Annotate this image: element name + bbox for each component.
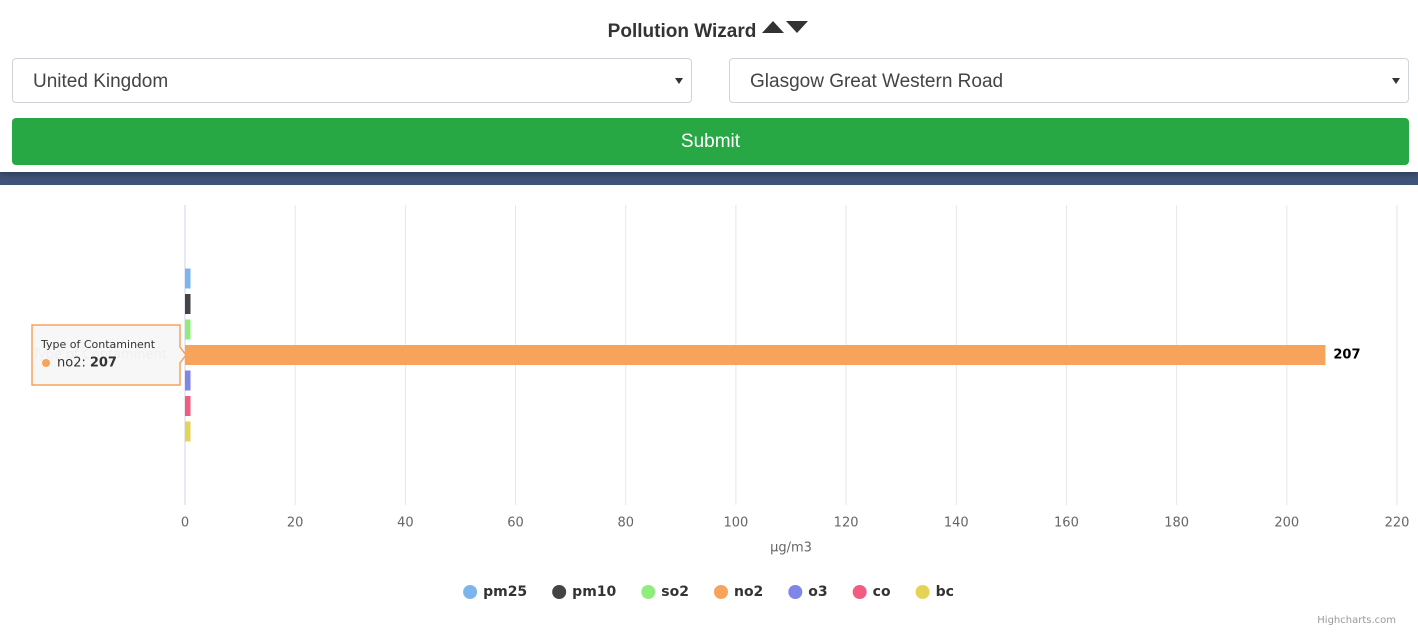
bar <box>185 345 1326 365</box>
legend: pm25 pm10 so2 no2 o3 co bc <box>463 584 954 600</box>
legend-marker <box>788 585 803 599</box>
tooltip-point: no2: <box>57 356 86 371</box>
bar <box>185 319 191 340</box>
tooltip: Type of Contaminent no2: 207 <box>31 324 187 386</box>
x-tick-label: 0 <box>181 516 189 531</box>
legend-label[interactable]: so2 <box>661 584 689 600</box>
legend-marker <box>463 585 478 599</box>
x-tick-label: 200 <box>1274 516 1299 531</box>
legend-marker <box>552 585 567 599</box>
legend-marker <box>713 585 728 599</box>
legend-label[interactable]: co <box>873 584 891 600</box>
legend-marker <box>852 585 867 599</box>
legend-label[interactable]: pm25 <box>483 584 527 600</box>
country-select[interactable]: United Kingdom <box>12 58 692 103</box>
legend-label[interactable]: o3 <box>808 584 827 600</box>
wizard-header: Pollution Wizard <box>0 19 1418 43</box>
submit-button[interactable]: Submit <box>12 118 1409 165</box>
x-tick-label: 140 <box>944 516 969 531</box>
x-tick-label: 220 <box>1385 516 1410 531</box>
navbar-band <box>0 172 1418 185</box>
tooltip-header: Type of Contaminent <box>40 338 156 351</box>
station-select[interactable]: Glasgow Great Western Road <box>729 58 1409 103</box>
x-tick-label: 100 <box>723 516 748 531</box>
x-tick-label: 60 <box>507 516 524 531</box>
x-tick-label: 40 <box>397 516 414 531</box>
bar <box>185 396 191 416</box>
legend-label[interactable]: pm10 <box>572 584 616 600</box>
data-label: 207 <box>1333 348 1360 363</box>
legend-label[interactable]: no2 <box>734 584 763 600</box>
bar <box>185 268 191 289</box>
x-tick-label: 160 <box>1054 516 1079 531</box>
x-tick-label: 80 <box>617 516 634 531</box>
credits: Highcharts.com <box>1317 615 1396 626</box>
legend-marker <box>641 585 656 599</box>
x-axis-title: µg/m3 <box>770 541 812 556</box>
chart: 0 20 40 60 80 100 120 140 160 180 200 220 µg/m3 Type … <box>31 205 1410 626</box>
tooltip-dot <box>42 359 50 367</box>
legend-label[interactable]: bc <box>936 584 954 600</box>
legend-marker <box>915 585 930 599</box>
wizard-title: Pollution Wizard <box>607 21 757 42</box>
x-tick-label: 180 <box>1164 516 1189 531</box>
x-tick-label: 120 <box>834 516 859 531</box>
tooltip-box <box>31 324 187 386</box>
toggle-arrows[interactable] <box>760 19 810 35</box>
bar <box>185 421 191 442</box>
x-tick-label: 20 <box>287 516 304 531</box>
tooltip-value: 207 <box>90 356 117 371</box>
bar <box>185 294 191 314</box>
wizard-panel: Pollution Wizard United Kingdom Glasgow … <box>0 0 1418 172</box>
bar <box>185 370 191 391</box>
